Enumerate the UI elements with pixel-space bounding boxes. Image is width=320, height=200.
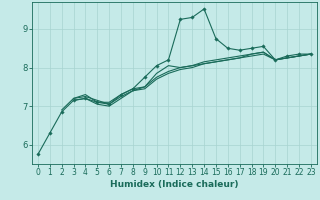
X-axis label: Humidex (Indice chaleur): Humidex (Indice chaleur) [110, 180, 239, 189]
